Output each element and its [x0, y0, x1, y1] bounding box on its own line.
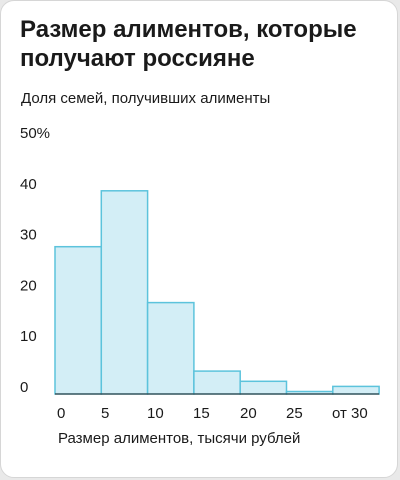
chart-title: Размер алиментов, которые получают росси…: [20, 16, 357, 72]
x-tick-label: 5: [101, 405, 109, 422]
bar-7: [332, 385, 380, 395]
x-tick-label: 15: [193, 405, 210, 422]
y-tick-labels: 0 10 20 30 40 50%: [20, 125, 50, 396]
x-tick-label: 20: [240, 405, 257, 422]
bar-3: [146, 301, 195, 395]
y-tick-label: 20: [20, 277, 37, 294]
y-tick-label: 0: [20, 379, 28, 396]
bar-1: [54, 245, 103, 395]
x-tick-label: 10: [147, 405, 164, 422]
y-tick-label: 40: [20, 176, 37, 193]
x-tick-labels: 0 5 10 15 20 25 от 30: [57, 405, 368, 422]
bar-4: [193, 370, 241, 395]
x-tick-label: 0: [57, 405, 65, 422]
bar-2: [100, 190, 149, 395]
x-tick-label: 25: [286, 405, 303, 422]
x-tick-label: от 30: [332, 405, 368, 422]
x-axis-label: Размер алиментов, тысячи рублей: [58, 430, 301, 447]
y-tick-label: 50%: [20, 125, 50, 142]
bar-5: [239, 380, 288, 395]
bars-group: [54, 190, 380, 395]
y-tick-label: 10: [20, 328, 37, 345]
chart-subtitle: Доля семей, получивших алименты: [21, 90, 271, 107]
y-tick-label: 30: [20, 227, 37, 244]
